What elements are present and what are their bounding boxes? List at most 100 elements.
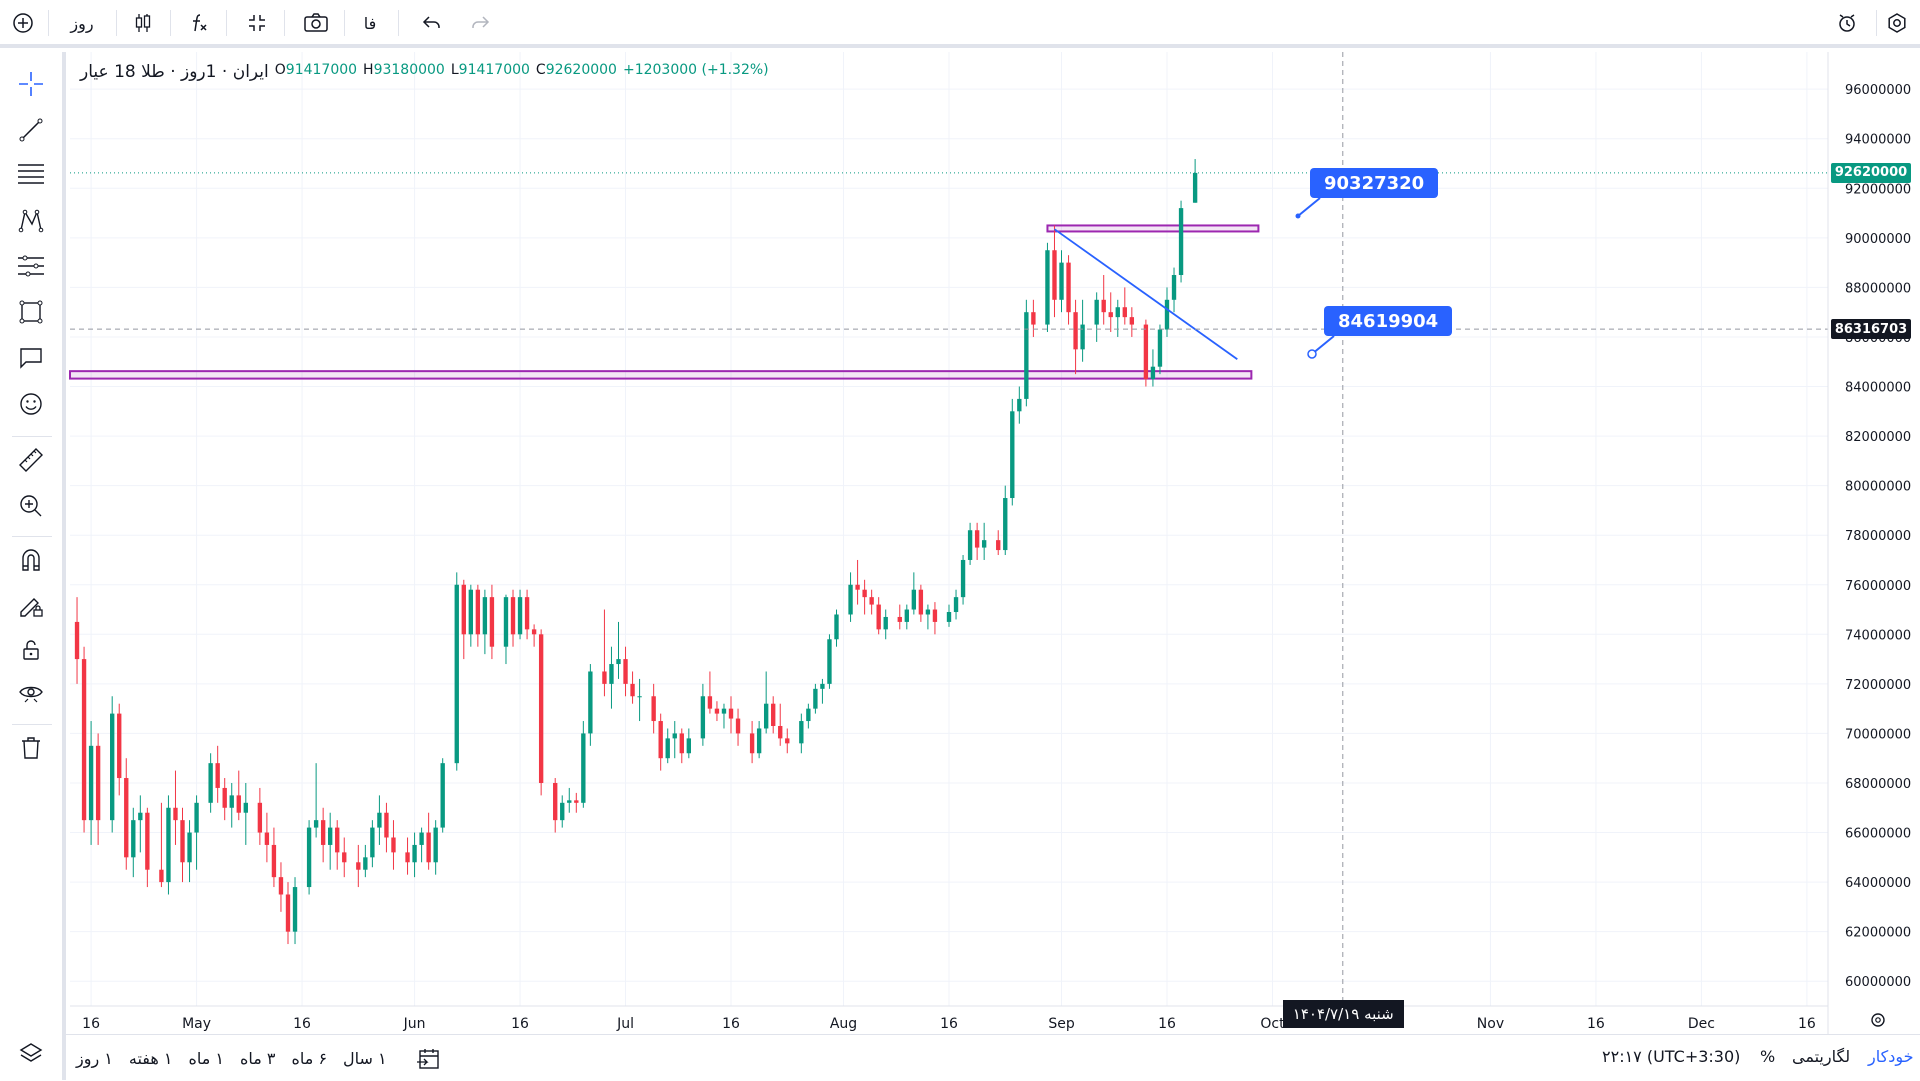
lower-price-callout[interactable]: 84619904	[1324, 306, 1453, 336]
candle	[166, 795, 171, 895]
language-button[interactable]: فا	[363, 13, 377, 33]
candle	[145, 807, 150, 888]
candle	[335, 820, 340, 870]
candle	[996, 530, 1001, 556]
stay-drawing-button[interactable]	[13, 588, 49, 624]
upper-callout-pointer	[1297, 197, 1321, 217]
emoji-tool-button[interactable]	[13, 386, 49, 422]
fullscreen-button[interactable]	[242, 8, 272, 38]
time-label: 16	[722, 1016, 740, 1032]
candle	[763, 671, 769, 734]
candle	[1059, 250, 1064, 313]
unlock-icon	[23, 640, 39, 660]
candle	[679, 728, 684, 764]
log-toggle[interactable]: لگاریتمی	[1792, 1047, 1851, 1066]
trendline-tool-button[interactable]	[13, 112, 49, 148]
candle	[946, 604, 952, 627]
chart-type-button[interactable]	[128, 8, 158, 38]
prediction-tool-button[interactable]	[13, 248, 49, 284]
range-button[interactable]: ۶ ماه	[291, 1048, 328, 1068]
hide-drawings-button[interactable]	[13, 676, 49, 712]
price-label: 90000000	[1845, 232, 1911, 247]
crosshair-icon	[19, 72, 43, 96]
candle	[953, 589, 959, 620]
interval-button[interactable]: روز	[70, 13, 94, 33]
delete-drawings-button[interactable]	[13, 730, 49, 766]
candle	[813, 683, 818, 714]
undo-button[interactable]	[418, 8, 446, 38]
screenshot-button[interactable]	[300, 8, 332, 38]
candle	[342, 837, 347, 878]
auto-scale-toggle[interactable]: خودکار	[1868, 1047, 1914, 1066]
fib-tool-button[interactable]	[13, 156, 49, 192]
axis-settings-icon[interactable]	[1871, 1013, 1885, 1027]
candle	[180, 807, 185, 883]
text-tool-button[interactable]	[13, 340, 49, 376]
price-label: 82000000	[1845, 430, 1911, 445]
range-button[interactable]: ۱ روز	[76, 1048, 113, 1068]
candle	[208, 753, 213, 813]
candle	[1024, 299, 1029, 407]
add-symbol-button[interactable]	[8, 8, 38, 38]
candle	[1192, 159, 1198, 203]
object-tree-button[interactable]	[13, 1036, 49, 1072]
alarm-clock-icon	[1839, 14, 1855, 32]
magnet-button[interactable]	[13, 542, 49, 578]
time-label: 16	[1158, 1016, 1176, 1032]
candle	[637, 678, 642, 722]
candle	[440, 758, 445, 833]
candle	[700, 683, 706, 746]
settings-button[interactable]	[1882, 8, 1912, 38]
candle	[707, 671, 713, 714]
zoom-tool-button[interactable]	[13, 488, 49, 524]
price-label: 88000000	[1845, 281, 1911, 296]
trash-icon	[22, 737, 40, 759]
pattern-tool-button[interactable]	[13, 202, 49, 238]
measure-tool-button[interactable]	[13, 442, 49, 478]
legend-change: +1203000 (+1.32%)	[622, 62, 769, 78]
time-label: 16	[293, 1016, 311, 1032]
candle	[883, 609, 888, 640]
trendline-icon	[19, 118, 43, 142]
candle	[313, 763, 319, 838]
candle	[503, 594, 509, 665]
range-button[interactable]: ۱ ماه	[188, 1048, 224, 1068]
crosshair-tool-button[interactable]	[13, 66, 49, 102]
legend-symbol[interactable]: ایران · 1روز · طلا 18 عیار	[80, 62, 269, 82]
range-button[interactable]: ۳ ماه	[240, 1048, 276, 1068]
price-label: 60000000	[1845, 975, 1911, 990]
upper-price-callout[interactable]: 90327320	[1310, 168, 1439, 198]
shape-tool-button[interactable]	[13, 294, 49, 330]
go-to-date-button[interactable]	[416, 1047, 442, 1075]
indicators-button[interactable]	[184, 8, 214, 38]
price-label: 72000000	[1845, 678, 1911, 693]
legend-close: 92620000	[545, 62, 617, 78]
price-label: 92000000	[1845, 182, 1911, 197]
chart-grid	[70, 52, 1828, 1006]
candle	[1164, 287, 1170, 337]
candle	[1003, 485, 1008, 556]
candle	[454, 572, 459, 771]
time-label: Jun	[403, 1016, 426, 1032]
range-button[interactable]: ۱ هفته	[128, 1048, 173, 1068]
candle	[574, 792, 579, 813]
candle	[756, 721, 762, 759]
price-label: 84000000	[1845, 381, 1911, 396]
range-button[interactable]: ۱ سال	[343, 1048, 387, 1068]
candle	[95, 733, 101, 845]
candle	[306, 820, 312, 895]
candle	[215, 745, 220, 803]
horizontal-lines-icon	[18, 164, 44, 184]
price-label: 64000000	[1845, 876, 1911, 891]
percent-toggle[interactable]: %	[1760, 1047, 1776, 1066]
candle	[721, 703, 727, 729]
timezone-button[interactable]: ۲۲:۱۷ (UTC+3:30)	[1602, 1047, 1741, 1066]
candle	[222, 778, 227, 821]
candle	[264, 812, 270, 863]
lock-drawings-button[interactable]	[13, 632, 49, 668]
candle	[292, 877, 298, 945]
candle	[616, 621, 621, 679]
redo-button[interactable]	[466, 8, 494, 38]
alert-button[interactable]	[1832, 8, 1862, 38]
